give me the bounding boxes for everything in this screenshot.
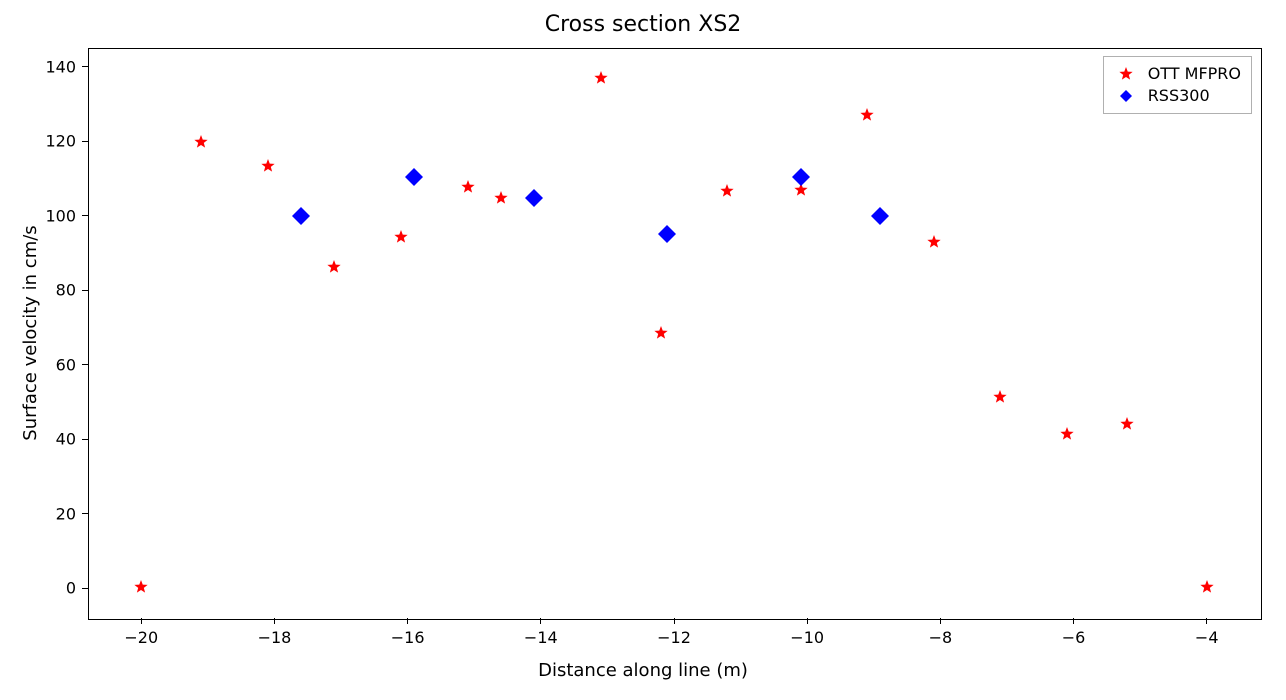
legend-item: RSS300: [1114, 85, 1241, 107]
legend-label: OTT MFPRO: [1148, 63, 1241, 85]
legend-label: RSS300: [1148, 85, 1210, 107]
y-tick: [82, 215, 88, 216]
legend: OTT MFPRORSS300: [1103, 56, 1252, 114]
y-tick-label: 100: [45, 206, 76, 225]
x-tick-label: −6: [1062, 628, 1086, 647]
diamond-icon: [1114, 87, 1138, 105]
y-tick: [82, 439, 88, 440]
y-tick-label: 80: [56, 281, 76, 300]
x-tick: [1206, 618, 1207, 624]
y-axis-label: Surface velocity in cm/s: [20, 48, 41, 618]
x-axis-label: Distance along line (m): [0, 660, 1286, 681]
x-tick-label: −12: [657, 628, 691, 647]
x-tick: [141, 618, 142, 624]
legend-item: OTT MFPRO: [1114, 63, 1241, 85]
figure: Cross section XS2 Distance along line (m…: [0, 0, 1286, 700]
x-tick: [807, 618, 808, 624]
y-tick-label: 120: [45, 132, 76, 151]
y-tick-label: 60: [56, 355, 76, 374]
x-tick: [407, 618, 408, 624]
y-tick-label: 140: [45, 57, 76, 76]
x-tick-label: −4: [1195, 628, 1219, 647]
x-tick: [1073, 618, 1074, 624]
x-tick-label: −18: [258, 628, 292, 647]
y-tick-label: 20: [56, 504, 76, 523]
x-tick: [940, 618, 941, 624]
chart-title: Cross section XS2: [0, 12, 1286, 37]
y-tick: [82, 141, 88, 142]
x-tick-label: −16: [391, 628, 425, 647]
plot-area: [88, 48, 1262, 620]
y-tick-label: 40: [56, 430, 76, 449]
y-tick-label: 0: [66, 579, 76, 598]
y-tick: [82, 290, 88, 291]
star-icon: [1114, 65, 1138, 83]
x-tick: [540, 618, 541, 624]
x-tick-label: −10: [790, 628, 824, 647]
x-tick-label: −20: [124, 628, 158, 647]
x-tick-label: −14: [524, 628, 558, 647]
y-tick: [82, 364, 88, 365]
x-tick: [674, 618, 675, 624]
y-tick: [82, 588, 88, 589]
x-tick-label: −8: [929, 628, 953, 647]
y-tick: [82, 66, 88, 67]
x-tick: [274, 618, 275, 624]
y-tick: [82, 513, 88, 514]
